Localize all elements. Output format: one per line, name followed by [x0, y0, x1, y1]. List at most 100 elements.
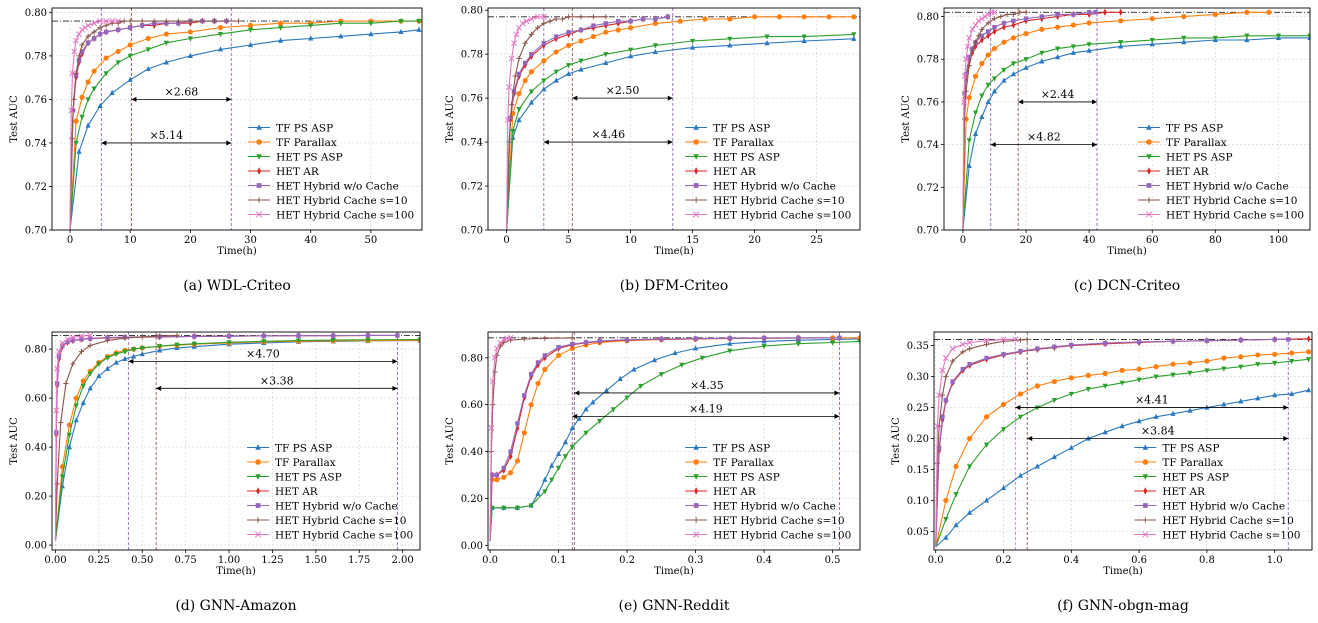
x-tick-label: 25 — [810, 235, 823, 246]
legend-entry: HET AR — [685, 486, 757, 498]
legend-entry: TF PS ASP — [685, 122, 770, 134]
data-marker — [534, 13, 541, 20]
legend-entry: TF Parallax — [1134, 457, 1223, 469]
data-marker — [1010, 61, 1017, 67]
data-marker — [541, 78, 547, 84]
data-marker — [963, 56, 970, 63]
data-marker — [115, 27, 121, 32]
data-marker — [578, 14, 584, 20]
data-marker — [528, 503, 534, 509]
data-marker — [693, 474, 699, 480]
data-marker — [85, 33, 91, 39]
data-marker — [991, 16, 998, 22]
data-marker — [566, 29, 571, 35]
speedup-label: ×2.44 — [1041, 88, 1075, 101]
x-tick-label: 0 — [503, 235, 509, 246]
data-marker — [73, 403, 79, 409]
data-marker — [979, 33, 985, 38]
plot-area — [52, 8, 422, 230]
data-marker — [1118, 8, 1123, 16]
legend-label: HET Hybrid w/o Cache — [713, 500, 836, 512]
data-marker — [1118, 43, 1124, 49]
data-marker — [87, 342, 93, 349]
data-marker — [493, 345, 500, 352]
data-marker — [851, 14, 857, 20]
legend-entry: HET Hybrid w/o Cache — [248, 180, 399, 192]
series-het-hybrid-cache-s-100 — [68, 18, 122, 230]
data-marker — [966, 63, 972, 69]
data-marker — [966, 162, 972, 169]
data-marker — [91, 20, 98, 27]
data-marker — [943, 397, 949, 403]
data-marker — [939, 392, 946, 398]
x-tick-label: 2.00 — [392, 555, 414, 566]
data-marker — [1181, 13, 1187, 20]
data-marker — [943, 516, 949, 523]
data-marker — [1153, 364, 1159, 370]
speedup-label: ×4.46 — [591, 128, 625, 141]
data-marker — [985, 98, 991, 105]
data-marker — [972, 73, 979, 79]
data-marker — [693, 444, 699, 450]
data-marker — [631, 366, 637, 372]
data-marker — [693, 154, 699, 160]
data-marker — [976, 33, 982, 39]
data-marker — [1039, 58, 1045, 64]
series-het-hybrid-w-o-cache — [935, 337, 1291, 547]
data-marker — [338, 21, 344, 27]
series-line — [506, 16, 606, 230]
data-marker — [966, 509, 973, 515]
y-tick-label: 0.72 — [917, 183, 939, 194]
data-marker — [70, 361, 76, 367]
legend-label: HET Hybrid Cache s=100 — [276, 209, 414, 221]
data-marker — [693, 139, 699, 145]
data-marker — [542, 353, 548, 358]
data-marker — [103, 71, 109, 77]
legend-entry: HET PS ASP — [1134, 471, 1229, 483]
y-tick-label: 0.40 — [25, 443, 47, 454]
x-axis-label: Time(h) — [216, 566, 256, 577]
x-tick-label: 0.8 — [1199, 555, 1215, 566]
y-tick-label: 0.72 — [461, 182, 483, 193]
series-tf-ps-asp — [935, 387, 1312, 548]
series-line — [69, 20, 119, 230]
legend-entry: HET Hybrid Cache s=10 — [1134, 515, 1294, 527]
data-marker — [338, 33, 344, 39]
data-marker — [516, 116, 522, 123]
data-marker — [939, 367, 946, 374]
data-marker — [528, 402, 534, 408]
series-line — [506, 33, 854, 230]
series-line — [935, 358, 1309, 548]
data-marker — [857, 335, 860, 341]
data-marker — [78, 348, 85, 355]
data-marker — [1051, 454, 1057, 460]
data-marker — [559, 16, 565, 22]
y-tick-label: 0.20 — [25, 492, 47, 503]
data-marker — [1142, 531, 1149, 538]
data-marker — [85, 79, 91, 85]
data-marker — [58, 420, 64, 426]
legend-entry: HET Hybrid Cache s=10 — [685, 515, 845, 527]
data-marker — [256, 154, 262, 160]
data-marker — [1011, 21, 1016, 29]
data-marker — [501, 339, 507, 346]
x-tick-label: 0 — [960, 235, 966, 246]
legend-label: HET AR — [1166, 166, 1210, 178]
data-marker — [516, 91, 522, 97]
legend-label: HET Hybrid Cache s=100 — [1166, 209, 1304, 221]
data-marker — [764, 40, 770, 46]
series-het-ps-asp — [506, 32, 857, 230]
data-marker — [511, 89, 517, 94]
data-marker — [562, 454, 569, 460]
arrow-head — [392, 385, 398, 391]
data-marker — [113, 351, 119, 358]
data-marker — [501, 474, 507, 480]
data-marker — [1149, 16, 1155, 22]
y-tick-label: 0.05 — [907, 527, 929, 538]
data-marker — [79, 336, 84, 342]
legend-label: TF PS ASP — [1162, 442, 1219, 454]
data-marker — [140, 23, 145, 28]
data-marker — [652, 20, 659, 26]
series-line — [506, 16, 668, 230]
data-marker — [1181, 35, 1187, 41]
